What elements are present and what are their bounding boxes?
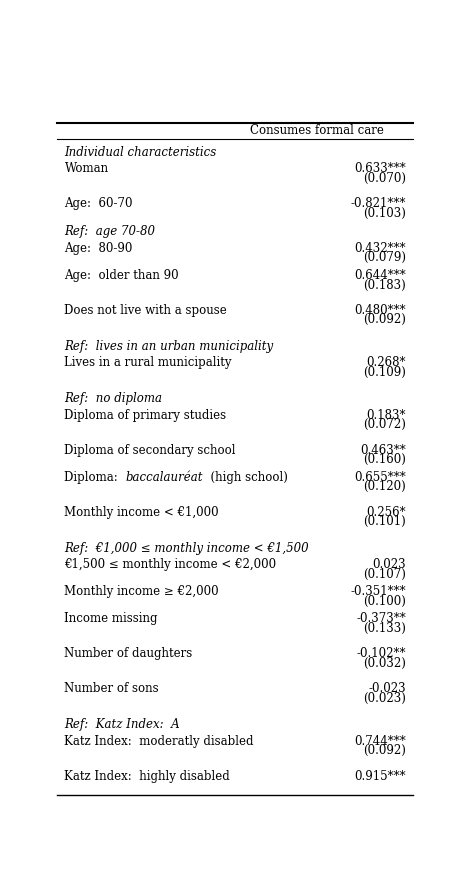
Text: (0.107): (0.107) xyxy=(363,568,406,581)
Text: (0.100): (0.100) xyxy=(363,595,406,607)
Text: (0.079): (0.079) xyxy=(363,252,406,264)
Text: Does not live with a spouse: Does not live with a spouse xyxy=(65,304,227,317)
Text: (0.092): (0.092) xyxy=(363,314,406,326)
Text: Diploma:: Diploma: xyxy=(65,470,126,484)
Text: (0.032): (0.032) xyxy=(363,657,406,670)
Text: Ref:  lives in an urban municipality: Ref: lives in an urban municipality xyxy=(65,340,274,353)
Text: (0.133): (0.133) xyxy=(363,622,406,635)
Text: Katz Index:  moderatly disabled: Katz Index: moderatly disabled xyxy=(65,735,254,747)
Text: €1,500 ≤ monthly income < €2,000: €1,500 ≤ monthly income < €2,000 xyxy=(65,558,277,571)
Text: (0.101): (0.101) xyxy=(363,515,406,529)
Text: 0.256*: 0.256* xyxy=(366,505,406,519)
Text: (0.103): (0.103) xyxy=(363,207,406,220)
Text: (0.023): (0.023) xyxy=(363,692,406,705)
Text: Monthly income ≥ €2,000: Monthly income ≥ €2,000 xyxy=(65,585,219,599)
Text: Number of sons: Number of sons xyxy=(65,682,159,695)
Text: (0.092): (0.092) xyxy=(363,745,406,757)
Text: 0.915***: 0.915*** xyxy=(354,770,406,782)
Text: 0.644***: 0.644*** xyxy=(354,269,406,282)
Text: (0.120): (0.120) xyxy=(363,480,406,494)
Text: -0.351***: -0.351*** xyxy=(350,585,406,599)
Text: (0.072): (0.072) xyxy=(363,418,406,431)
Text: Diploma of primary studies: Diploma of primary studies xyxy=(65,409,227,422)
Text: 0.633***: 0.633*** xyxy=(354,162,406,176)
Text: Katz Index:  highly disabled: Katz Index: highly disabled xyxy=(65,770,230,782)
Text: 0.432***: 0.432*** xyxy=(354,242,406,254)
Text: 0.655***: 0.655*** xyxy=(354,470,406,484)
Text: 0.463**: 0.463** xyxy=(360,444,406,457)
Text: 0.744***: 0.744*** xyxy=(354,735,406,747)
Text: (0.070): (0.070) xyxy=(363,172,406,185)
Text: Lives in a rural municipality: Lives in a rural municipality xyxy=(65,357,232,369)
Text: (0.183): (0.183) xyxy=(363,279,406,291)
Text: Consumes formal care: Consumes formal care xyxy=(250,125,384,137)
Text: Age:  60-70: Age: 60-70 xyxy=(65,197,133,211)
Text: Ref:  Katz Index:  A: Ref: Katz Index: A xyxy=(65,718,180,731)
Text: -0.373**: -0.373** xyxy=(356,612,406,625)
Text: (0.160): (0.160) xyxy=(363,453,406,466)
Text: -0.102**: -0.102** xyxy=(357,647,406,660)
Text: (0.109): (0.109) xyxy=(363,366,406,379)
Text: Ref:  age 70-80: Ref: age 70-80 xyxy=(65,225,156,238)
Text: Income missing: Income missing xyxy=(65,612,158,625)
Text: Ref:  no diploma: Ref: no diploma xyxy=(65,392,162,405)
Text: -0.023: -0.023 xyxy=(369,682,406,695)
Text: Age:  80-90: Age: 80-90 xyxy=(65,242,133,254)
Text: 0.268*: 0.268* xyxy=(366,357,406,369)
Text: 0.183*: 0.183* xyxy=(366,409,406,422)
Text: 0.480***: 0.480*** xyxy=(354,304,406,317)
Text: 0.023: 0.023 xyxy=(372,558,406,571)
Text: baccalauréat: baccalauréat xyxy=(126,470,203,484)
Text: Age:  older than 90: Age: older than 90 xyxy=(65,269,179,282)
Text: (high school): (high school) xyxy=(203,470,288,484)
Text: Individual characteristics: Individual characteristics xyxy=(65,146,217,159)
Text: Number of daughters: Number of daughters xyxy=(65,647,193,660)
Text: Monthly income < €1,000: Monthly income < €1,000 xyxy=(65,505,219,519)
Text: Diploma of secondary school: Diploma of secondary school xyxy=(65,444,236,457)
Text: -0.821***: -0.821*** xyxy=(351,197,406,211)
Text: Woman: Woman xyxy=(65,162,109,176)
Text: Ref:  €1,000 ≤ monthly income < €1,500: Ref: €1,000 ≤ monthly income < €1,500 xyxy=(65,541,309,555)
